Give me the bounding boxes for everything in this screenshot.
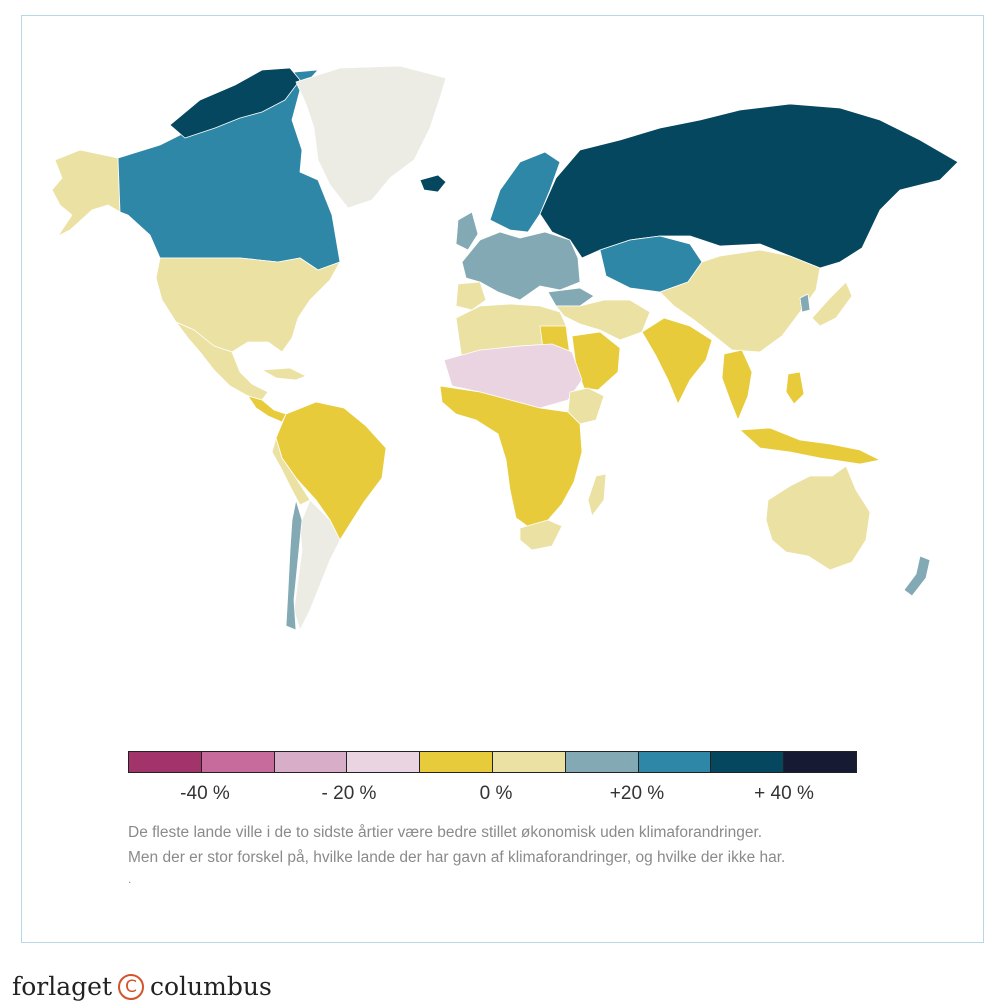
legend-swatch xyxy=(129,752,202,772)
region-turkey xyxy=(547,287,595,307)
region-madagascar xyxy=(587,473,607,517)
region-argentina xyxy=(293,499,341,631)
legend-tick: + 40 % xyxy=(754,783,814,804)
region-iceland xyxy=(419,174,447,193)
region-russia xyxy=(539,103,959,269)
region-scandinavia xyxy=(489,151,561,233)
legend-swatch xyxy=(784,752,856,772)
color-legend xyxy=(128,751,857,773)
region-central-africa xyxy=(439,385,583,529)
region-andes xyxy=(271,437,311,506)
legend-tick: - 20 % xyxy=(321,783,377,804)
legend-swatch xyxy=(420,752,493,772)
brand-left: forlaget xyxy=(12,972,112,1001)
region-southeast-asia xyxy=(721,349,753,421)
caption-line: De fleste lande ville i de to sidste årt… xyxy=(128,824,763,841)
region-europe xyxy=(461,231,581,301)
region-philippines xyxy=(785,371,805,405)
region-taiwan xyxy=(799,293,811,313)
legend-swatch xyxy=(201,752,275,772)
legend-swatch xyxy=(711,752,785,772)
region-south-africa xyxy=(519,519,563,551)
legend-tick: -40 % xyxy=(180,783,230,804)
region-india xyxy=(641,317,713,405)
region-japan xyxy=(811,281,853,327)
region-central-america xyxy=(247,395,287,423)
region-greenland xyxy=(295,65,447,209)
region-indonesia xyxy=(739,427,881,465)
region-iberia xyxy=(455,281,487,311)
region-chile xyxy=(285,499,303,631)
legend-swatch xyxy=(565,752,639,772)
legend-swatch xyxy=(492,752,566,772)
legend-swatch xyxy=(638,752,712,772)
region-australia xyxy=(765,465,871,571)
copyright-c-icon: C xyxy=(118,973,144,1000)
region-new-zealand xyxy=(903,555,931,597)
region-mexico xyxy=(175,321,269,401)
region-usa xyxy=(155,257,341,353)
publisher-logo: forlaget C columbus xyxy=(12,972,272,1001)
region-british-isles xyxy=(455,211,479,251)
caption-dot: . xyxy=(128,872,132,886)
brand-right: columbus xyxy=(150,972,272,1001)
legend-swatch xyxy=(347,752,421,772)
legend-tick: 0 % xyxy=(479,783,513,804)
caption: De fleste lande ville i de to sidste årt… xyxy=(128,820,928,870)
legend-swatch xyxy=(274,752,348,772)
caption-line: Men der er stor forskel på, hvilke lande… xyxy=(128,849,786,866)
legend-tick: +20 % xyxy=(609,783,665,804)
region-canada-islands xyxy=(169,67,301,139)
region-caribbean xyxy=(261,367,307,381)
region-alaska xyxy=(51,149,121,237)
